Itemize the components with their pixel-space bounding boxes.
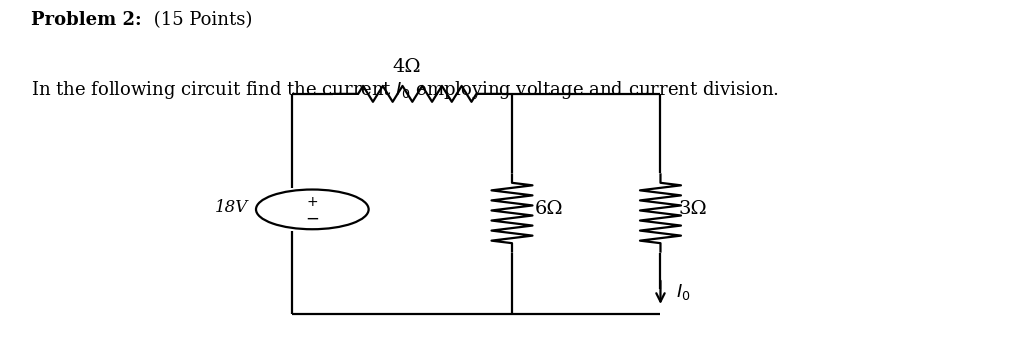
Text: $+$: $+$ [306, 195, 318, 209]
Text: 4Ω: 4Ω [393, 58, 421, 76]
Text: Problem 2:: Problem 2: [31, 11, 141, 29]
Text: 3Ω: 3Ω [679, 200, 708, 218]
Text: 6Ω: 6Ω [535, 200, 563, 218]
Text: $-$: $-$ [305, 208, 319, 226]
Text: (15 Points): (15 Points) [148, 11, 253, 29]
Text: $I_0$: $I_0$ [676, 282, 690, 303]
Text: 18V: 18V [215, 199, 248, 216]
Text: In the following circuit find the current $I_0$ employing voltage and current di: In the following circuit find the curren… [31, 79, 778, 101]
